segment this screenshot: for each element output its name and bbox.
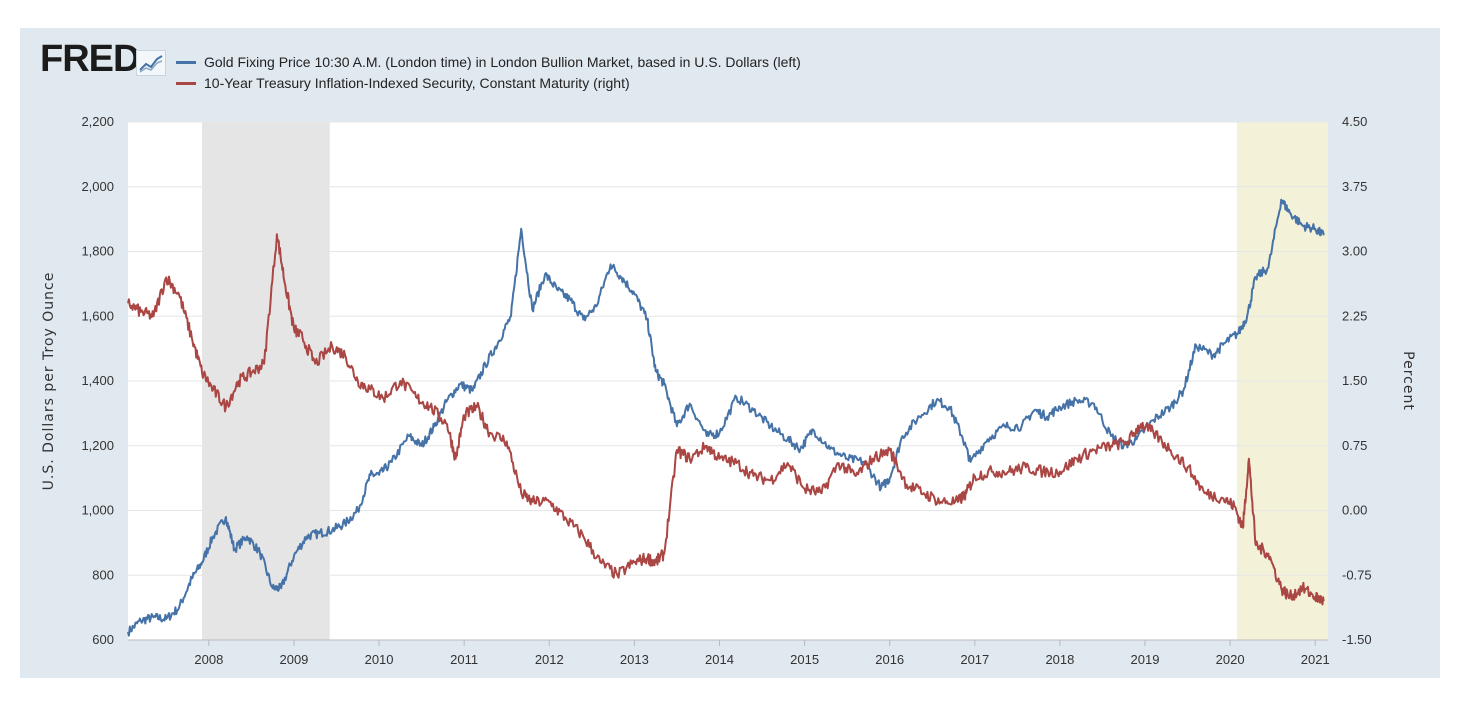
y-tick-left-label: 2,200 [81,114,114,129]
y-tick-left-label: 1,200 [81,438,114,453]
x-tick-label: 2016 [875,652,904,667]
chart-line-icon [136,50,166,76]
legend-item-gold[interactable]: Gold Fixing Price 10:30 A.M. (London tim… [176,53,801,71]
y-tick-right-label: -0.75 [1342,567,1372,582]
y-tick-right-label: 1.50 [1342,373,1367,388]
y-tick-right-label: 2.25 [1342,308,1367,323]
y-axis-right: -1.50 -0.75 0.00 0.75 1.50 2.25 3.00 3.75 4.50 [1342,114,1372,647]
y-tick-left-label: 1,000 [81,503,114,518]
x-tick-label: 2019 [1131,652,1160,667]
x-tick-label: 2012 [535,652,564,667]
y-tick-right-label: 4.50 [1342,114,1367,129]
y-tick-right-label: 0.75 [1342,438,1367,453]
legend-swatch-tips [176,81,196,85]
y-tick-right-label: -1.50 [1342,632,1372,647]
series-lines [127,198,1325,637]
legend-label-tips: 10-Year Treasury Inflation-Indexed Secur… [204,75,630,91]
y-tick-right-label: 3.75 [1342,179,1367,194]
y-tick-left-label: 2,000 [81,179,114,194]
fred-logo[interactable]: FRED [40,38,140,80]
legend-item-tips[interactable]: 10-Year Treasury Inflation-Indexed Secur… [176,74,630,92]
x-tick-label: 2010 [365,652,394,667]
x-tick-label: 2018 [1045,652,1074,667]
y-tick-left-label: 600 [92,632,114,647]
x-tick-label: 2020 [1216,652,1245,667]
y-tick-left-label: 1,400 [81,373,114,388]
y-axis-right-label: Percent [1400,351,1416,411]
y-tick-right-label: 3.00 [1342,244,1367,259]
gridlines [128,121,1328,641]
x-axis: 2008 2009 2010 2011 2012 2013 2014 2015 2016 2017… [194,640,1330,667]
y-tick-left-label: 800 [92,567,114,582]
y-tick-left-label: 1,600 [81,308,114,323]
series-line-gold[interactable] [127,198,1325,637]
x-tick-label: 2014 [705,652,734,667]
series-line-tips[interactable] [127,233,1325,606]
x-tick-label: 2008 [194,652,223,667]
x-tick-label: 2009 [279,652,308,667]
y-tick-left-label: 1,800 [81,244,114,259]
x-tick-label: 2017 [960,652,989,667]
legend-swatch-gold [176,60,196,64]
y-axis-left: 600 800 1,000 1,200 1,400 1,600 1,800 2,000 2,20… [81,114,114,647]
y-axis-left-label: U.S. Dollars per Troy Ounce [41,272,57,491]
x-tick-label: 2011 [450,652,478,667]
legend-label-gold: Gold Fixing Price 10:30 A.M. (London tim… [204,54,801,70]
y-tick-right-label: 0.00 [1342,503,1367,518]
x-tick-label: 2021 [1301,652,1330,667]
x-tick-label: 2015 [790,652,819,667]
x-tick-label: 2013 [620,652,649,667]
